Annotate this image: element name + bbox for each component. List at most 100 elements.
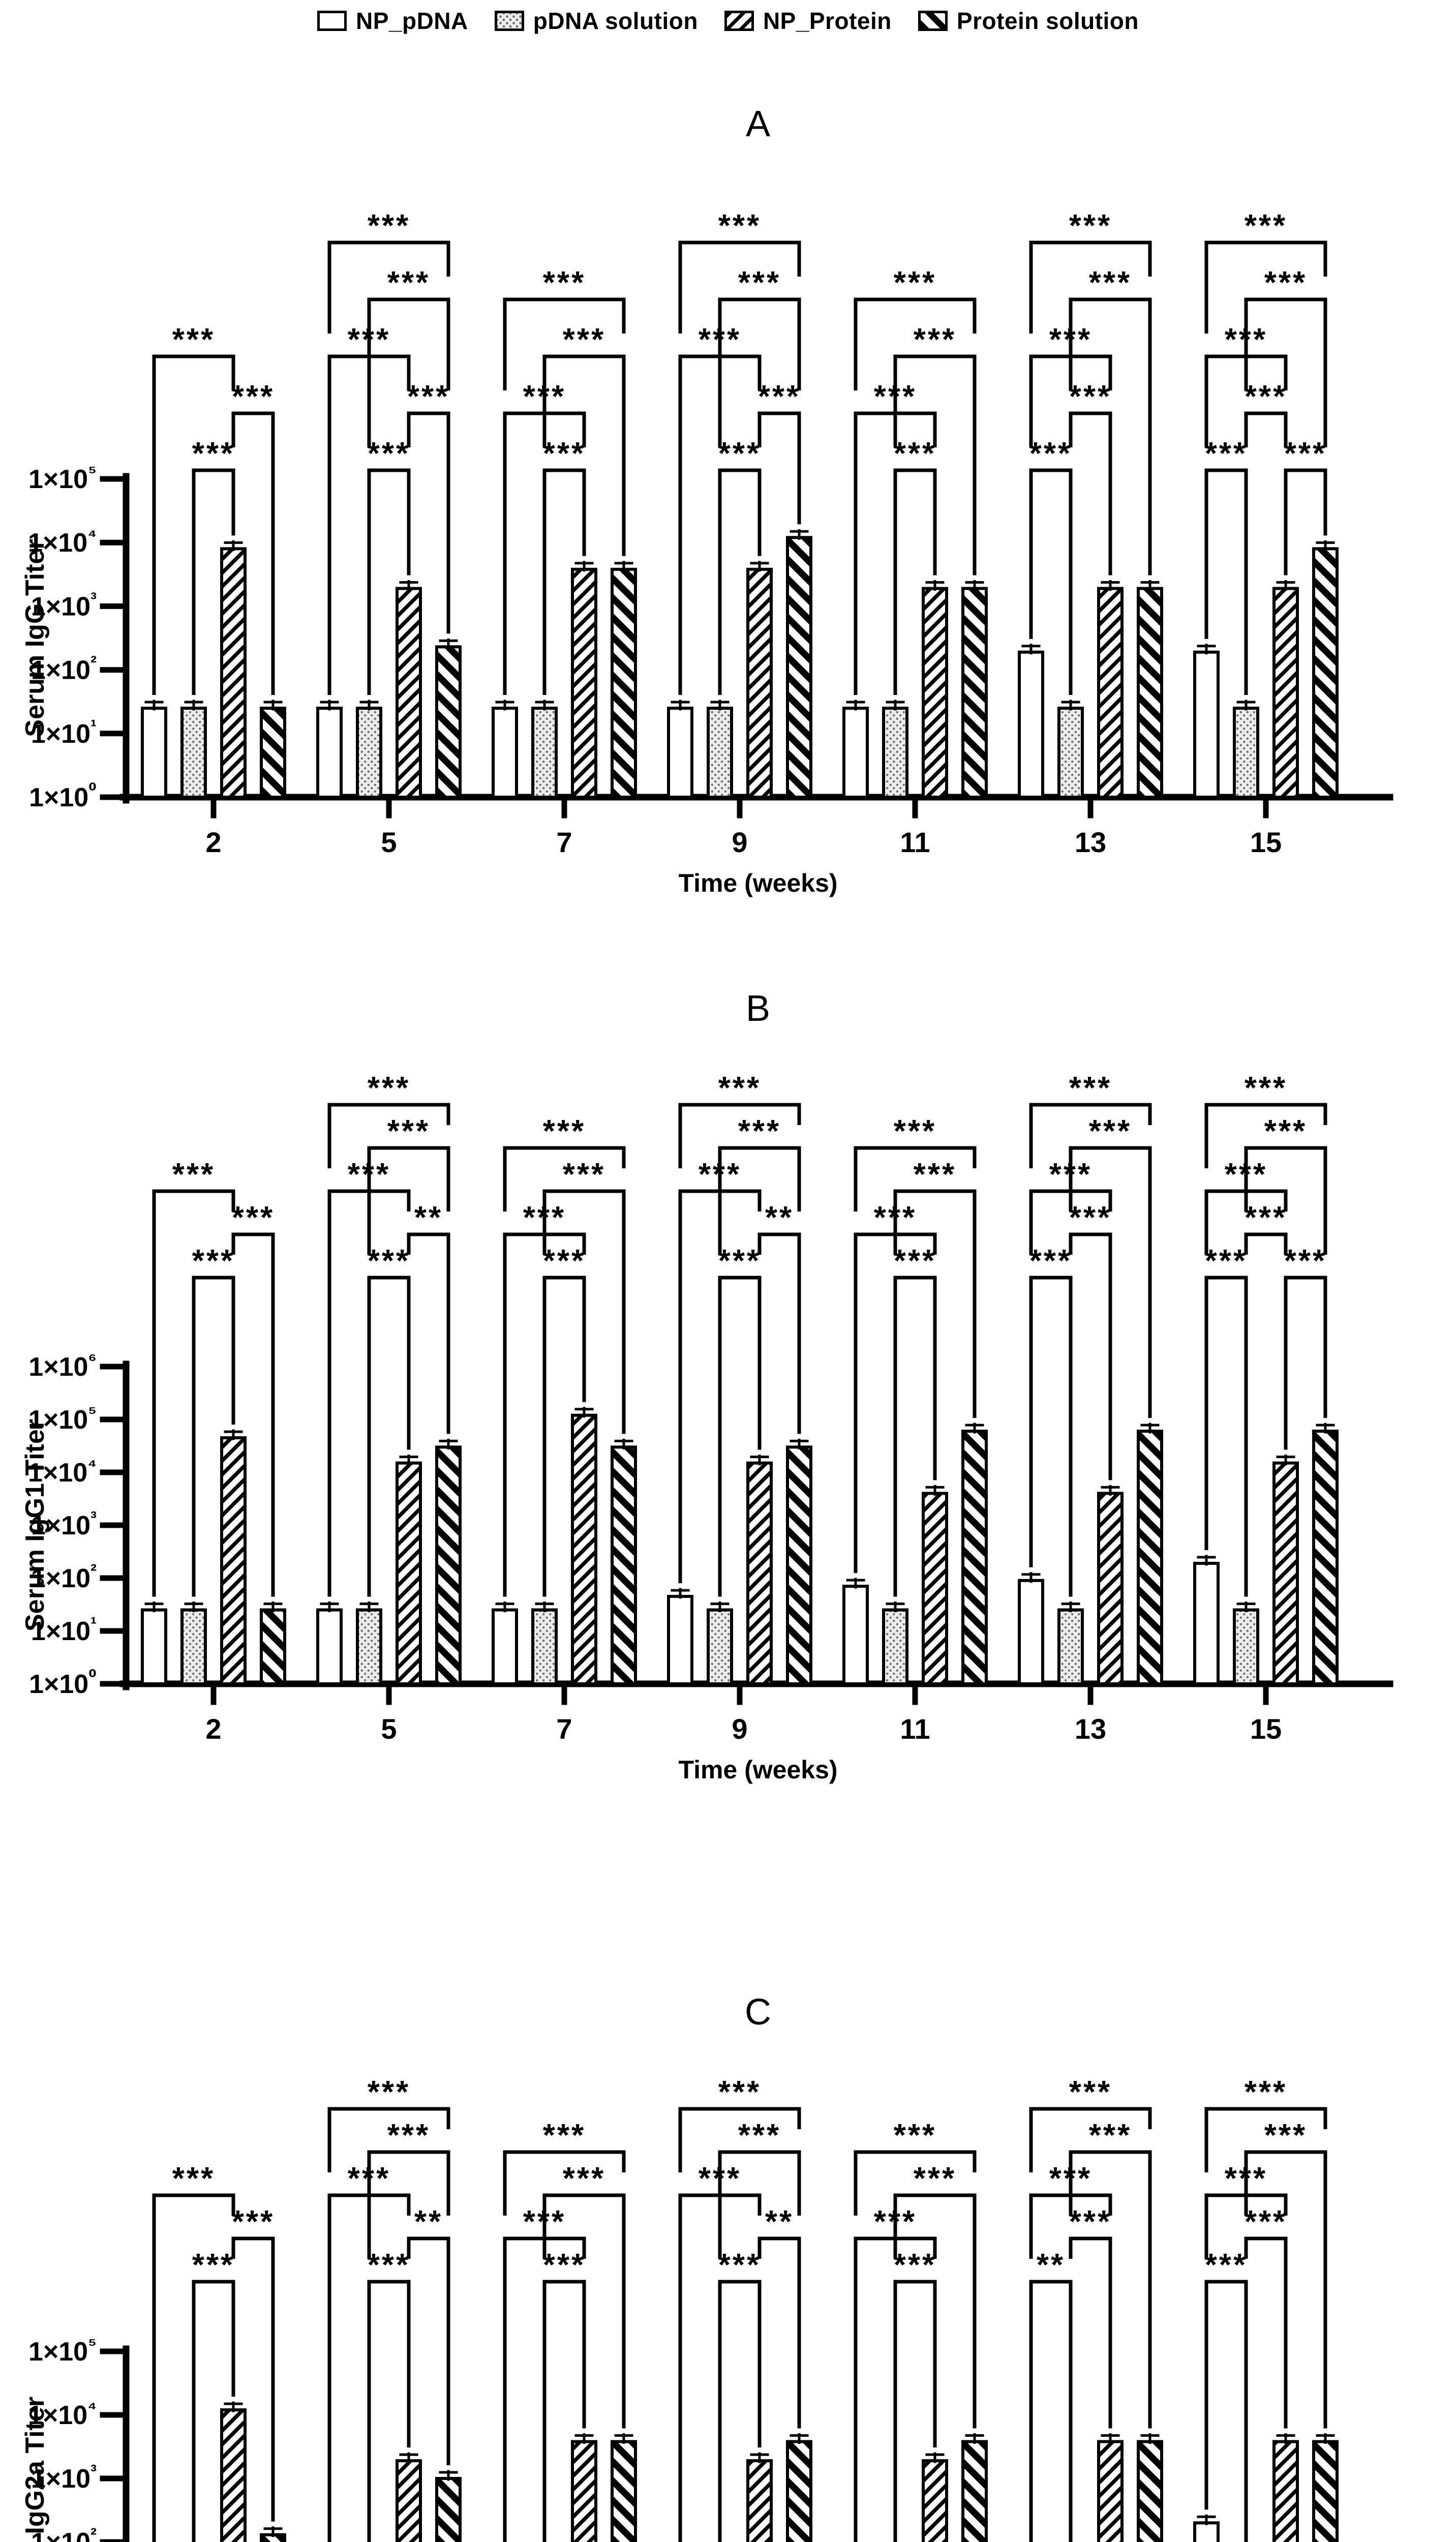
bracket <box>893 468 937 695</box>
bracket <box>678 354 762 695</box>
significance-stars: *** <box>1245 1071 1287 1106</box>
significance-stars: *** <box>1049 1157 1092 1192</box>
bar <box>220 1436 247 1686</box>
significance-stars: *** <box>172 322 215 357</box>
bracket <box>407 1232 450 1434</box>
bracket <box>1029 354 1112 447</box>
significance-stars: *** <box>1245 2204 1287 2240</box>
x-tick-label: 7 <box>556 1713 572 1745</box>
bar <box>396 2459 422 2542</box>
bracket <box>1204 2193 1288 2259</box>
y-tick-label: 1×10¹ <box>31 1613 97 1646</box>
significance-stars: *** <box>894 2118 936 2153</box>
bracket <box>718 2280 762 2542</box>
x-tick-label: 15 <box>1250 826 1282 858</box>
chart-b: B 1×10⁰ 1×10¹ 1×10² 1×10³ 1×10⁴ 1×10⁵ 1×10⁶ Seru… <box>20 988 1393 1784</box>
significance-stars: *** <box>874 2204 917 2240</box>
bar <box>316 1608 343 1686</box>
significance-stars: *** <box>894 2248 936 2283</box>
significance-stars: *** <box>1264 1114 1307 1149</box>
bracket <box>367 1276 411 1597</box>
bracket <box>854 297 977 390</box>
bar <box>1272 587 1299 799</box>
x-tick-label: 13 <box>1075 1713 1106 1745</box>
bracket <box>757 411 801 525</box>
legend-label: Protein solution <box>956 8 1139 34</box>
significance-stars: *** <box>738 265 781 300</box>
forward-hatch-swatch-icon <box>724 11 754 31</box>
bar <box>571 567 597 799</box>
bracket <box>542 2280 586 2542</box>
bracket <box>192 468 235 695</box>
bracket <box>367 1146 450 1255</box>
bar <box>707 706 733 799</box>
bracket <box>718 297 801 447</box>
bracket <box>1204 2280 1248 2542</box>
bracket <box>367 2150 450 2259</box>
bracket <box>854 2150 977 2216</box>
bar <box>786 2440 812 2542</box>
significance-stars: *** <box>1069 208 1112 244</box>
bar <box>180 706 207 799</box>
bracket <box>757 2236 801 2429</box>
significance-stars: *** <box>387 265 430 300</box>
bar <box>746 567 773 799</box>
bracket <box>1204 240 1327 334</box>
bracket <box>718 1146 801 1255</box>
bracket <box>231 1232 275 1597</box>
bar <box>260 706 286 799</box>
bracket <box>1204 1189 1288 1255</box>
significance-stars: *** <box>368 2248 410 2283</box>
y-tick-label: 1×10⁵ <box>28 2334 97 2367</box>
significance-stars: *** <box>758 379 801 414</box>
bracket <box>407 411 450 634</box>
bar <box>1193 650 1220 799</box>
bar <box>571 1413 597 1685</box>
legend-item-np-pdna: NP_pDNA <box>317 7 468 35</box>
significance-stars: *** <box>543 1114 586 1149</box>
bracket <box>1029 1189 1112 1255</box>
significance-stars: *** <box>563 2161 605 2196</box>
significance-stars: *** <box>387 1114 430 1149</box>
bracket <box>718 2150 801 2259</box>
bar <box>1233 706 1259 799</box>
significance-stars: *** <box>718 208 761 244</box>
bar <box>435 2477 462 2542</box>
bar <box>922 2459 948 2542</box>
significance-stars: *** <box>563 1157 605 1192</box>
significance-brackets: ****************************************… <box>152 2075 1327 2542</box>
significance-stars: ** <box>414 2204 443 2240</box>
significance-stars: *** <box>718 2248 761 2283</box>
bar <box>1057 706 1084 799</box>
significance-stars: *** <box>1069 379 1112 414</box>
bracket <box>1069 1232 1112 1480</box>
significance-stars: *** <box>1245 1200 1287 1235</box>
x-tick-label: 11 <box>900 1713 930 1745</box>
legend-item-np-protein: NP_Protein <box>724 7 892 35</box>
significance-stars: *** <box>718 436 761 471</box>
significance-stars: *** <box>543 265 586 300</box>
bar <box>667 1595 693 1686</box>
significance-stars: *** <box>543 436 586 471</box>
bracket <box>1029 2280 1073 2542</box>
bar <box>882 1608 908 1686</box>
bracket <box>327 1189 411 1597</box>
bracket <box>1204 2107 1327 2172</box>
bracket <box>152 2193 235 2542</box>
significance-stars: *** <box>1069 1071 1112 1106</box>
significance-stars: *** <box>738 2118 781 2153</box>
bracket <box>1069 2236 1112 2429</box>
bar <box>1137 587 1163 799</box>
significance-stars: *** <box>718 1244 761 1279</box>
significance-stars: *** <box>1069 2075 1112 2110</box>
bracket <box>1204 1103 1327 1168</box>
bracket <box>1244 411 1288 447</box>
significance-stars: *** <box>1225 1157 1267 1192</box>
bracket <box>542 1189 626 1434</box>
significance-stars: *** <box>1205 436 1248 471</box>
bracket <box>1204 354 1288 447</box>
significance-stars: *** <box>543 2118 586 2153</box>
bracket <box>718 1276 762 1597</box>
bracket <box>678 240 801 334</box>
bracket <box>893 1276 937 1597</box>
